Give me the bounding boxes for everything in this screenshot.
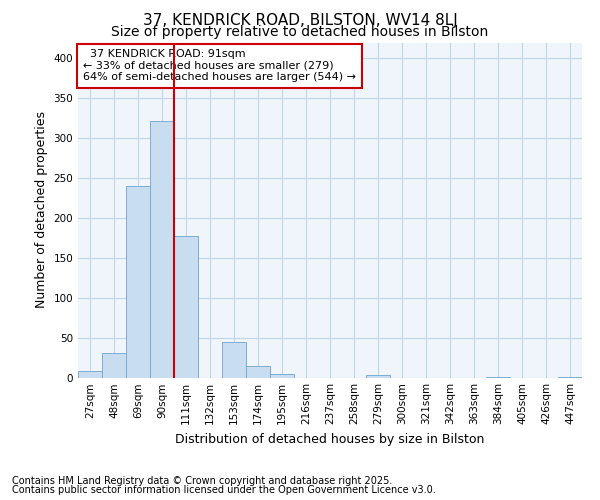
Text: 37, KENDRICK ROAD, BILSTON, WV14 8LJ: 37, KENDRICK ROAD, BILSTON, WV14 8LJ: [143, 12, 457, 28]
Bar: [150, 122, 174, 378]
Text: Contains public sector information licensed under the Open Government Licence v3: Contains public sector information licen…: [12, 485, 436, 495]
Bar: [558, 376, 582, 378]
Bar: [270, 374, 294, 378]
Y-axis label: Number of detached properties: Number of detached properties: [35, 112, 48, 308]
Text: Contains HM Land Registry data © Crown copyright and database right 2025.: Contains HM Land Registry data © Crown c…: [12, 476, 392, 486]
Bar: [486, 376, 510, 378]
Bar: [366, 375, 390, 378]
Bar: [102, 353, 126, 378]
Text: 37 KENDRICK ROAD: 91sqm
← 33% of detached houses are smaller (279)
64% of semi-d: 37 KENDRICK ROAD: 91sqm ← 33% of detache…: [83, 49, 356, 82]
Text: Size of property relative to detached houses in Bilston: Size of property relative to detached ho…: [112, 25, 488, 39]
Bar: [78, 371, 102, 378]
Bar: [174, 236, 198, 378]
Bar: [246, 366, 270, 378]
X-axis label: Distribution of detached houses by size in Bilston: Distribution of detached houses by size …: [175, 433, 485, 446]
Bar: [222, 342, 246, 378]
Bar: [126, 186, 150, 378]
